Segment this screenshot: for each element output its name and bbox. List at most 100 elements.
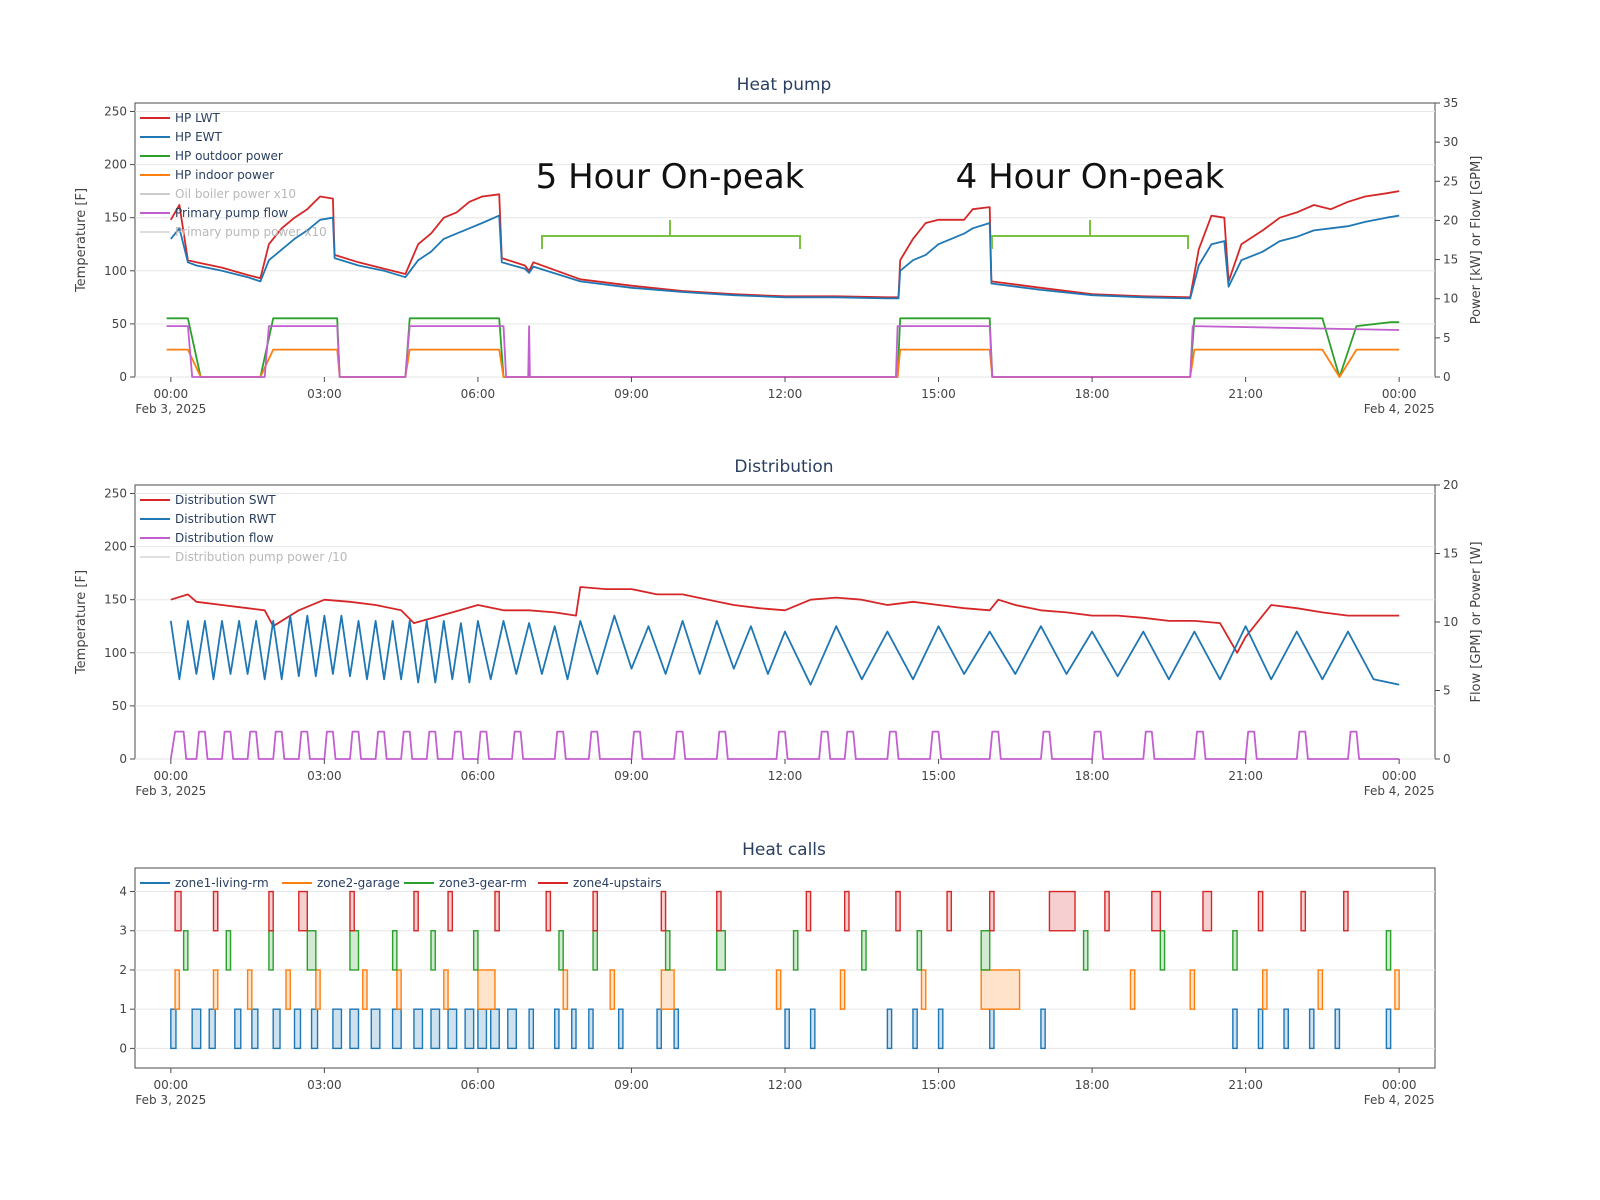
legend-item[interactable]: HP outdoor power (140, 149, 283, 163)
y2-tick-label: 0 (1443, 752, 1451, 766)
x-tick-sublabel: Feb 4, 2025 (1364, 1093, 1435, 1107)
heat-call-bar-zone2-garage (1129, 969, 1136, 1010)
heat-call-bar-zone4-upstairs (413, 890, 419, 932)
y2-tick-label: 30 (1443, 135, 1458, 149)
y-tick-label: 3 (119, 924, 127, 938)
series-line-distribution-swt (170, 586, 1400, 654)
legend-item[interactable]: zone3-gear-rm (404, 876, 527, 890)
x-tick-label: 15:00 (921, 387, 956, 401)
x-tick-label: 06:00 (461, 1078, 496, 1092)
legend-item[interactable]: Primary pump power x10 (140, 225, 327, 239)
heat-call-bar-zone1-living-rm (310, 1008, 319, 1050)
legend-item[interactable]: Oil boiler power x10 (140, 187, 296, 201)
legend-item[interactable]: HP EWT (140, 130, 223, 144)
legend-label: zone1-living-rm (175, 876, 269, 890)
heat-call-bar-zone4-upstairs (268, 890, 274, 932)
legend-item[interactable]: zone2-garage (282, 876, 400, 890)
legend-item[interactable]: Distribution pump power /10 (140, 550, 347, 564)
heat-call-bar-zone1-living-rm (912, 1008, 918, 1050)
x-tick-sublabel: Feb 3, 2025 (135, 402, 206, 416)
series-line-distribution-rwt (169, 614, 1400, 686)
heat-call-bar-zone4-upstairs (660, 890, 667, 932)
panel-title: Heat calls (742, 840, 826, 860)
x-tick-sublabel: Feb 4, 2025 (1364, 784, 1435, 798)
series-layer (166, 190, 1400, 378)
x-tick-label: 21:00 (1228, 769, 1263, 783)
x-tick-label: 12:00 (768, 387, 803, 401)
legend-label: HP EWT (175, 130, 223, 144)
y-tick-label: 200 (104, 540, 127, 554)
x-tick-label: 06:00 (461, 769, 496, 783)
legend: Distribution SWT Distribution RWT Distri… (140, 493, 347, 564)
heat-call-bar-zone2-garage (443, 969, 449, 1010)
heat-call-bar-zone1-living-rm (528, 1008, 535, 1050)
annotation-4-hour-on-peak: 4 Hour On-peak (956, 157, 1225, 249)
heat-call-bar-zone3-gear-rm (430, 930, 436, 971)
heat-call-bar-zone3-gear-rm (916, 930, 923, 971)
legend-item[interactable]: Distribution flow (140, 531, 274, 545)
heat-call-bar-zone2-garage (212, 969, 219, 1010)
y-axis-right-label: Power [kW] or Flow [GPM] (1469, 156, 1484, 325)
panel-heat-pump: Heat pump 0 50 100 150 200 250 0 5 10 15 20 25 30 35… (74, 75, 1484, 416)
y2-tick-label: 20 (1443, 478, 1458, 492)
y-tick-label: 150 (104, 593, 127, 607)
y2-tick-label: 15 (1443, 253, 1458, 267)
y-tick-label: 0 (119, 1041, 127, 1055)
heat-call-bar-zone1-living-rm (234, 1008, 242, 1050)
heat-call-bar-zone1-living-rm (272, 1008, 281, 1050)
heat-call-bar-zone1-living-rm (507, 1008, 517, 1050)
x-tick-label: 18:00 (1075, 769, 1110, 783)
series-layer (170, 890, 1400, 1050)
heat-call-bar-zone3-gear-rm (268, 930, 274, 971)
x-tick-label: 09:00 (614, 769, 649, 783)
heat-call-bar-zone4-upstairs (212, 890, 219, 932)
x-tick-label: 21:00 (1228, 1078, 1263, 1092)
y2-tick-label: 15 (1443, 547, 1458, 561)
heat-call-bar-zone1-living-rm (989, 1008, 995, 1050)
heat-call-bar-zone1-living-rm (332, 1008, 343, 1050)
legend-item[interactable]: Distribution RWT (140, 512, 277, 526)
legend-label: Distribution pump power /10 (175, 550, 347, 564)
series-line-primary-pump-flow (166, 325, 1400, 378)
heat-call-bar-zone3-gear-rm (391, 930, 398, 971)
x-tick-label: 06:00 (461, 387, 496, 401)
heat-call-bar-zone4-upstairs (174, 890, 182, 932)
y2-tick-label: 20 (1443, 213, 1458, 227)
legend-item[interactable]: Distribution SWT (140, 493, 276, 507)
legend-item[interactable]: HP LWT (140, 111, 221, 125)
x-tick-sublabel: Feb 3, 2025 (135, 784, 206, 798)
heat-call-bar-zone1-living-rm (784, 1008, 790, 1050)
x-tick-label: 09:00 (614, 387, 649, 401)
heat-call-bar-zone4-upstairs (1048, 890, 1076, 932)
heat-call-bar-zone2-garage (775, 969, 782, 1010)
heat-call-bar-zone3-gear-rm (792, 930, 799, 971)
y2-tick-label: 10 (1443, 292, 1458, 306)
heat-call-bar-zone4-upstairs (946, 890, 953, 932)
heat-call-bar-zone4-upstairs (447, 890, 454, 932)
y-tick-label: 150 (104, 211, 127, 225)
heat-call-bar-zone1-living-rm (1308, 1008, 1315, 1050)
panel-title: Distribution (734, 457, 833, 477)
y-tick-label: 200 (104, 158, 127, 172)
x-tick-label: 00:00 (1382, 387, 1417, 401)
y-axis-right-label: Flow [GPM] or Power [W] (1469, 541, 1484, 702)
legend-item[interactable]: HP indoor power (140, 168, 274, 182)
heat-call-bar-zone2-garage (246, 969, 253, 1010)
x-tick-label: 00:00 (154, 1078, 189, 1092)
heat-call-bar-zone2-garage (1189, 969, 1196, 1010)
y-tick-label: 0 (119, 370, 127, 384)
legend-label: Distribution flow (175, 531, 274, 545)
heat-call-bar-zone2-garage (562, 969, 569, 1010)
y-tick-label: 250 (104, 486, 127, 500)
heat-call-bar-zone4-upstairs (1343, 890, 1349, 932)
heat-call-bar-zone1-living-rm (553, 1008, 560, 1050)
heat-call-bar-zone1-living-rm (1385, 1008, 1392, 1050)
heat-call-bar-zone3-gear-rm (1232, 930, 1238, 971)
y-axis-right-ticks: 0 5 10 15 20 (1435, 478, 1458, 766)
legend-label: HP outdoor power (175, 149, 283, 163)
heat-call-bar-zone3-gear-rm (1385, 930, 1392, 971)
legend-item[interactable]: zone1-living-rm (140, 876, 269, 890)
legend-label: zone4-upstairs (573, 876, 662, 890)
legend-item[interactable]: zone4-upstairs (538, 876, 662, 890)
legend-item[interactable]: Primary pump flow (140, 206, 288, 220)
